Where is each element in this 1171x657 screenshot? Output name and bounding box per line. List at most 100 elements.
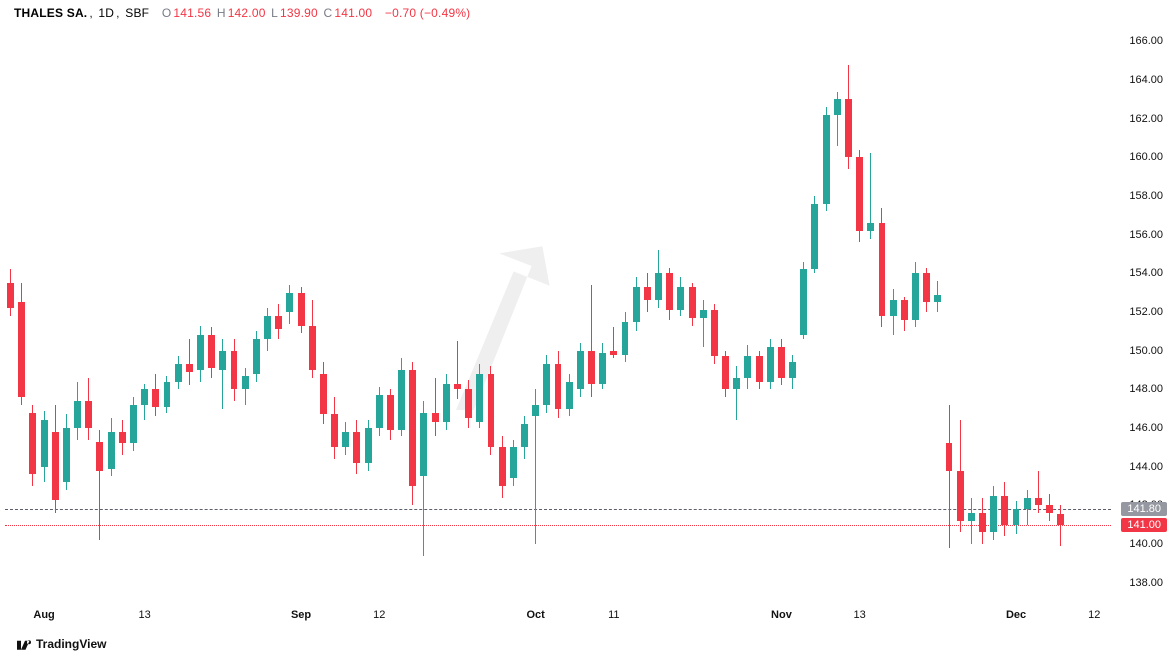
candle-body [175,364,182,381]
y-tick-label: 166.00 [1129,35,1163,47]
candle-body [465,389,472,418]
candle-body [376,395,383,428]
candle-body [331,414,338,447]
chart-container: { "header": { "symbol": "THALES SA.", "i… [0,0,1171,657]
y-tick-label: 144.00 [1129,461,1163,473]
candle-body [286,293,293,312]
candle-body [443,384,450,423]
candle-wick [189,339,190,385]
candle-body [29,413,36,475]
candle-body [700,310,707,318]
candle-body [800,269,807,335]
candle-wick [1038,471,1039,514]
candle-body [499,447,506,486]
candlestick-chart[interactable] [5,22,1111,602]
candle-body [85,401,92,428]
candle-body [353,432,360,463]
candle-body [890,300,897,315]
candle-body [633,287,640,322]
candle-body [856,157,863,230]
price-axis[interactable]: 138.00140.00142.00144.00146.00148.00150.… [1111,22,1171,602]
candle-body [454,384,461,390]
candle-body [387,395,394,430]
ohlc-o-label: O [162,6,172,20]
candle-body [1024,498,1031,510]
candle-body [510,447,517,478]
candle-body [242,376,249,390]
candle-body [867,223,874,231]
candle-body [543,364,550,405]
candle-body [231,351,238,390]
candle-body [990,496,997,533]
y-tick-label: 160.00 [1129,151,1163,163]
candle-body [1035,498,1042,506]
price-line [5,509,1111,510]
candle-body [119,432,126,444]
time-axis[interactable]: Aug13Sep12Oct11Nov13Dec12 [5,609,1111,627]
candle-body [141,389,148,404]
candle-body [532,405,539,417]
candle-body [7,283,14,308]
candle-wick [457,341,458,399]
candle-wick [971,498,972,544]
candle-body [1013,509,1020,524]
candle-body [130,405,137,444]
candle-body [610,351,617,355]
candle-body [744,356,751,377]
ohlc-c-value: 141.00 [334,6,372,20]
candle-body [934,295,941,303]
y-tick-label: 164.00 [1129,74,1163,86]
candle-body [1001,496,1008,525]
y-tick-label: 150.00 [1129,345,1163,357]
candle-body [320,374,327,415]
y-tick-label: 140.00 [1129,538,1163,550]
candle-body [108,432,115,469]
attribution-text: TradingView [36,637,106,651]
price-tag: 141.80 [1121,502,1167,516]
candle-body [18,302,25,397]
candle-body [923,273,930,302]
candle-body [778,347,785,378]
candle-body [588,351,595,384]
symbol-header: THALES SA., 1D, SBF O141.56 H142.00 L139… [14,6,472,20]
ohlc-h-label: H [217,6,226,20]
candle-body [979,513,986,532]
candle-body [264,316,271,339]
candle-body [957,471,964,521]
candle-wick [1060,505,1061,546]
candle-body [41,420,48,466]
candle-body [52,432,59,500]
candle-body [566,382,573,409]
candle-body [253,339,260,374]
candle-body [1046,505,1053,513]
candle-body [74,401,81,428]
candle-body [711,310,718,356]
candle-body [197,335,204,370]
ohlc-h-value: 142.00 [228,6,266,20]
x-tick-label: 13 [139,609,151,621]
tradingview-logo-icon [14,639,32,650]
candle-body [432,413,439,423]
candle-body [298,293,305,326]
candle-body [666,273,673,310]
y-tick-label: 162.00 [1129,113,1163,125]
candle-body [219,351,226,370]
candle-body [733,378,740,390]
y-tick-label: 156.00 [1129,229,1163,241]
candle-body [521,424,528,447]
candle-body [599,353,606,384]
candle-body [879,223,886,316]
candle-body [398,370,405,430]
ohlc-c-label: C [323,6,332,20]
exchange: SBF [125,6,149,20]
ohlc-l-value: 139.90 [280,6,318,20]
candle-body [152,389,159,406]
x-tick-label: Nov [771,609,792,621]
y-tick-label: 148.00 [1129,383,1163,395]
x-tick-label: 13 [854,609,866,621]
candle-body [722,356,729,389]
ohlc-change: −0.70 (−0.49%) [385,6,471,20]
symbol-name: THALES SA. [14,6,87,20]
candle-body [342,432,349,447]
ohlc-l-label: L [271,6,278,20]
